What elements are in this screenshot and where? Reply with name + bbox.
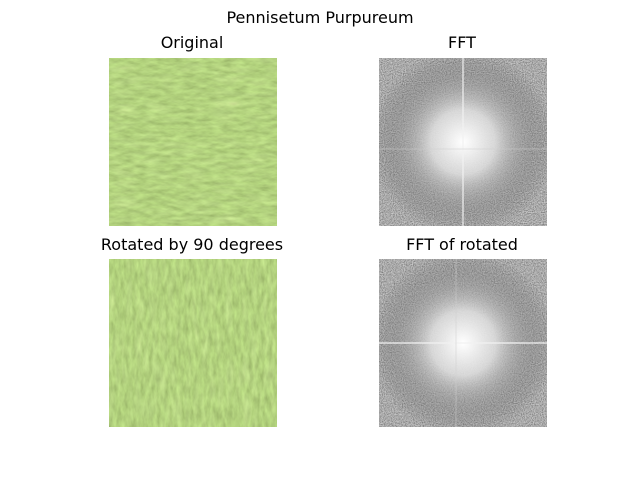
figure-title: Pennisetum Purpureum: [226, 8, 414, 27]
rotated-image: [109, 259, 277, 427]
original-image: [109, 58, 277, 226]
rotated-title: Rotated by 90 degrees: [100, 235, 284, 254]
fft-spectrum: [379, 58, 547, 226]
fft-rotated-title: FFT of rotated: [406, 235, 518, 254]
original-title: Original: [160, 33, 224, 52]
grass-texture: [109, 58, 277, 226]
fft-rotated-image: [379, 259, 547, 427]
grass-texture-rotated: [109, 259, 277, 427]
fft-image: [379, 58, 547, 226]
fft-rotated-spectrum: [379, 259, 547, 427]
fft-title: FFT: [448, 33, 476, 52]
